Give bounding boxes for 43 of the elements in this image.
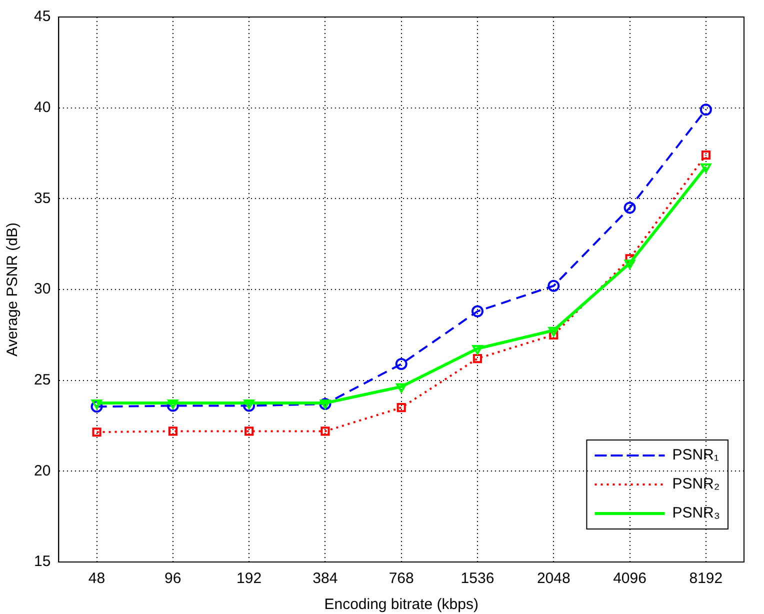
point <box>471 305 484 318</box>
x-tick-label: 4096 <box>613 570 646 588</box>
x-tick-label: 48 <box>88 570 106 588</box>
y-tick-label: 25 <box>34 371 51 388</box>
point <box>472 354 482 364</box>
legend-label: PSNR₁ <box>672 446 719 464</box>
y-tick-label: 30 <box>34 280 51 298</box>
point <box>472 345 483 355</box>
y-tick-label: 15 <box>34 553 51 570</box>
x-tick-label: 2048 <box>536 570 570 588</box>
legend-label: PSNR₂ <box>672 476 720 493</box>
x-tick-label: 96 <box>164 570 182 588</box>
y-tick-label: 35 <box>34 190 51 207</box>
point <box>701 150 710 160</box>
y-tick-label: 45 <box>34 8 51 26</box>
x-tick-label: 768 <box>388 570 414 588</box>
point <box>244 426 254 436</box>
point <box>624 202 636 214</box>
point <box>548 326 559 336</box>
x-tick-label: 192 <box>236 570 262 588</box>
x-tick-label: 384 <box>312 570 338 588</box>
y-tick-label: 20 <box>34 462 51 480</box>
point <box>700 104 712 116</box>
point <box>624 260 636 270</box>
point <box>548 280 560 292</box>
point <box>168 426 178 436</box>
legend-label: PSNR₃ <box>672 504 720 522</box>
point <box>91 400 102 410</box>
x-tick-label: 1536 <box>460 570 494 588</box>
point <box>395 358 408 370</box>
x-axis-title: Encoding bitrate (kbps) <box>324 596 478 614</box>
y-tick-label: 40 <box>34 98 51 116</box>
point <box>90 400 103 413</box>
point <box>168 400 178 410</box>
point <box>396 383 407 393</box>
point <box>92 428 102 437</box>
point <box>700 163 712 173</box>
point <box>549 330 558 340</box>
point <box>244 400 254 410</box>
x-tick-label: 8192 <box>689 570 723 588</box>
point <box>396 403 406 412</box>
y-axis-title: Average PSNR (dB) <box>4 222 22 356</box>
point <box>320 426 330 436</box>
